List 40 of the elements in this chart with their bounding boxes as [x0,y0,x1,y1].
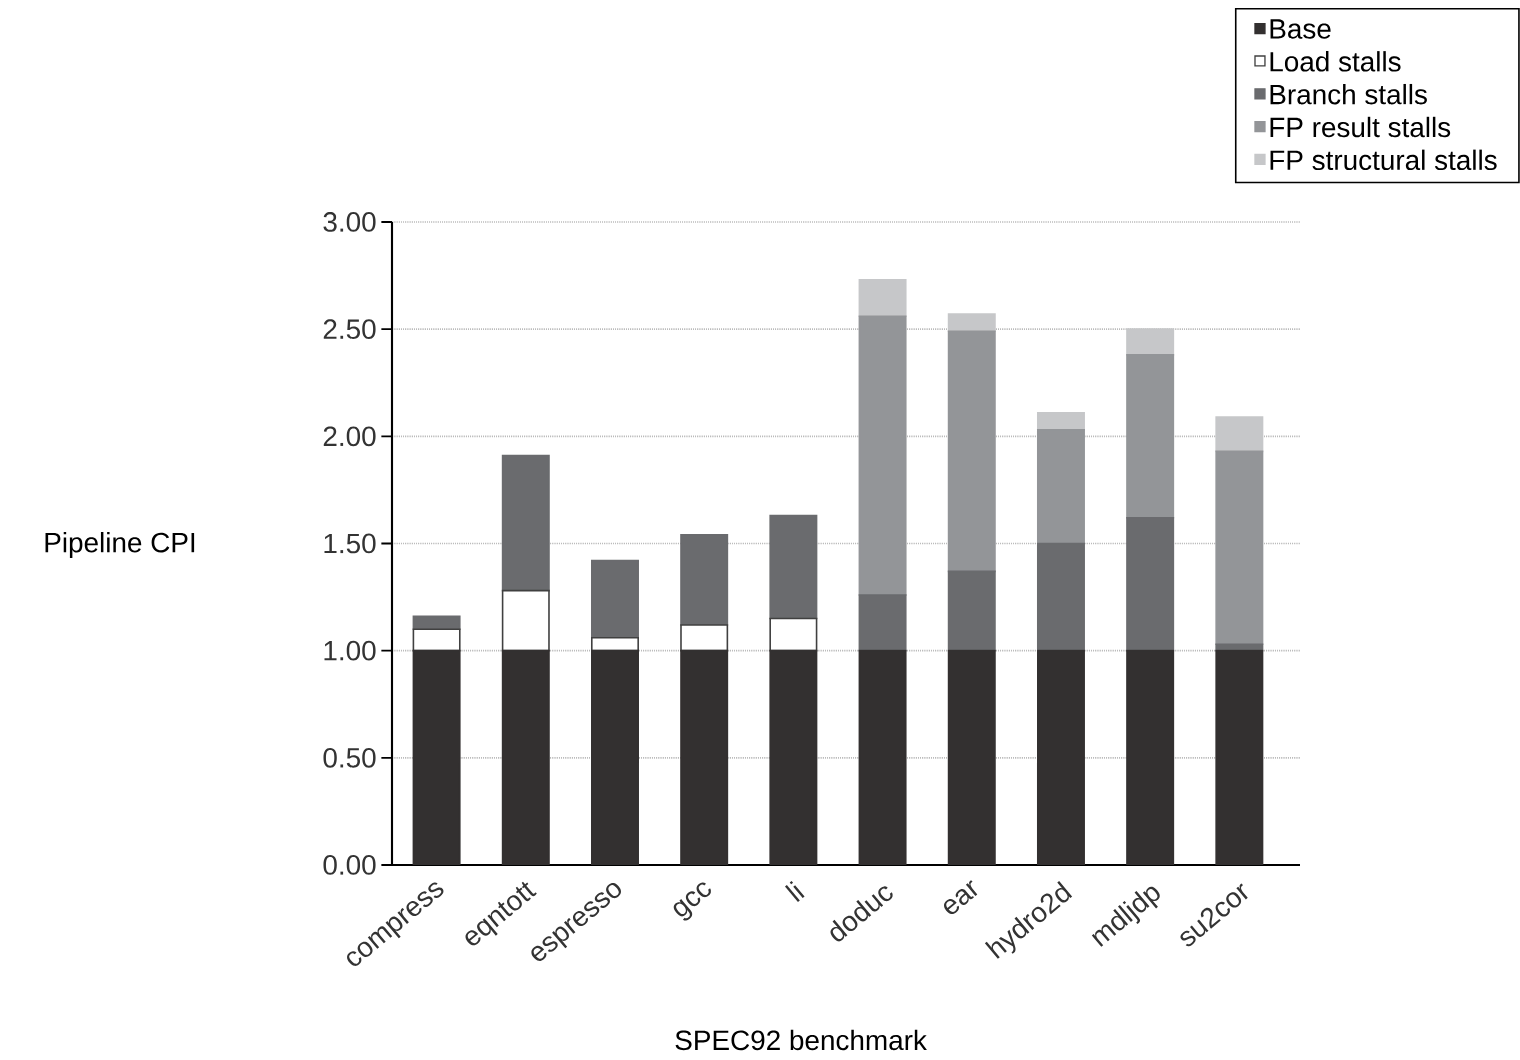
bar [501,589,550,652]
x-tick-label: gcc [673,882,711,921]
x-axis-title: SPEC92 benchmark [675,1029,927,1051]
bar [1036,542,1085,652]
bar [680,534,729,626]
bar [1126,516,1175,652]
x-tick-label: li [784,880,805,902]
legend-label: Load stalls [1270,51,1401,72]
bar [947,570,996,652]
y-tick-label: 3.00 [323,212,376,232]
bar [1036,411,1085,431]
bar [1036,429,1085,545]
bar [858,279,907,318]
legend-label: FP structural stalls [1270,149,1497,171]
bar [1126,354,1175,519]
bar [947,313,996,333]
bar [591,559,639,639]
y-tick-label: 2.50 [323,319,376,340]
bar [858,315,907,596]
y-tick-label: 0.50 [323,747,376,768]
bar [1126,328,1175,356]
bar [769,514,818,620]
y-tick-label: 0.00 [323,855,376,875]
bar [501,454,550,592]
y-tick-label: 1.50 [324,533,376,554]
bar [947,330,996,573]
bar [680,624,729,652]
legend-label: Base [1270,19,1331,39]
x-tick-label: ear [944,880,978,915]
bar [858,594,907,652]
bar [1215,450,1264,646]
bar [591,637,639,652]
legend-label: Branch stalls [1270,83,1427,105]
bar [1215,416,1264,453]
y-axis-title: Pipeline CPI [45,532,195,558]
legend-label: FP result stalls [1270,116,1451,138]
bar [769,617,818,652]
bar [412,628,461,652]
y-tick-label: 2.00 [323,426,376,447]
y-tick-label: 1.00 [324,640,376,661]
